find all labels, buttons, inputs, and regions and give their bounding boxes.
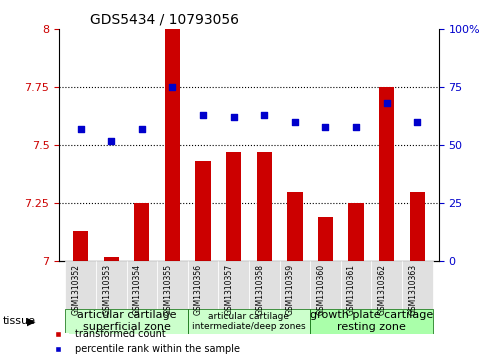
Text: GSM1310363: GSM1310363 <box>408 264 418 315</box>
Bar <box>104 257 119 261</box>
Point <box>76 126 84 132</box>
Legend: transformed count, percentile rank within the sample: transformed count, percentile rank withi… <box>44 326 245 358</box>
Bar <box>280 261 310 309</box>
Text: ▶: ▶ <box>27 316 35 326</box>
Bar <box>165 29 180 261</box>
Text: GSM1310356: GSM1310356 <box>194 264 203 315</box>
Point <box>321 124 329 130</box>
Point <box>169 84 176 90</box>
Bar <box>134 203 149 261</box>
Text: GSM1310352: GSM1310352 <box>71 264 80 314</box>
Point <box>107 138 115 143</box>
Point <box>383 101 390 106</box>
Text: tissue: tissue <box>2 316 35 326</box>
Bar <box>157 261 188 309</box>
Bar <box>127 261 157 309</box>
Bar <box>318 217 333 261</box>
Text: GSM1310362: GSM1310362 <box>378 264 387 314</box>
Text: articular cartilage
superficial zone: articular cartilage superficial zone <box>77 310 176 332</box>
Text: GSM1310359: GSM1310359 <box>286 264 295 315</box>
Bar <box>65 261 96 309</box>
Bar <box>195 162 211 261</box>
Bar <box>249 261 280 309</box>
Text: GDS5434 / 10793056: GDS5434 / 10793056 <box>90 12 239 26</box>
Point <box>291 119 299 125</box>
Bar <box>218 261 249 309</box>
Text: growth plate cartilage
resting zone: growth plate cartilage resting zone <box>310 310 433 332</box>
Bar <box>287 192 303 261</box>
Bar <box>188 309 310 334</box>
Bar <box>349 203 364 261</box>
Text: GSM1310354: GSM1310354 <box>133 264 142 315</box>
Text: GSM1310360: GSM1310360 <box>317 264 325 315</box>
Point <box>230 114 238 120</box>
Point <box>352 124 360 130</box>
Bar <box>226 152 241 261</box>
Text: GSM1310358: GSM1310358 <box>255 264 264 314</box>
Bar <box>379 87 394 261</box>
Bar <box>96 261 127 309</box>
Bar <box>65 309 188 334</box>
Text: GSM1310357: GSM1310357 <box>225 264 234 315</box>
Bar <box>402 261 433 309</box>
Text: GSM1310355: GSM1310355 <box>164 264 173 315</box>
Bar <box>341 261 371 309</box>
Point <box>260 112 268 118</box>
Bar <box>257 152 272 261</box>
Bar <box>73 231 88 261</box>
Bar <box>188 261 218 309</box>
Bar <box>371 261 402 309</box>
Bar <box>410 192 425 261</box>
Text: GSM1310353: GSM1310353 <box>102 264 111 315</box>
Bar <box>310 309 433 334</box>
Point <box>199 112 207 118</box>
Point <box>138 126 146 132</box>
Bar <box>310 261 341 309</box>
Text: GSM1310361: GSM1310361 <box>347 264 356 314</box>
Point <box>414 119 422 125</box>
Text: articular cartilage
intermediate/deep zones: articular cartilage intermediate/deep zo… <box>192 311 306 331</box>
